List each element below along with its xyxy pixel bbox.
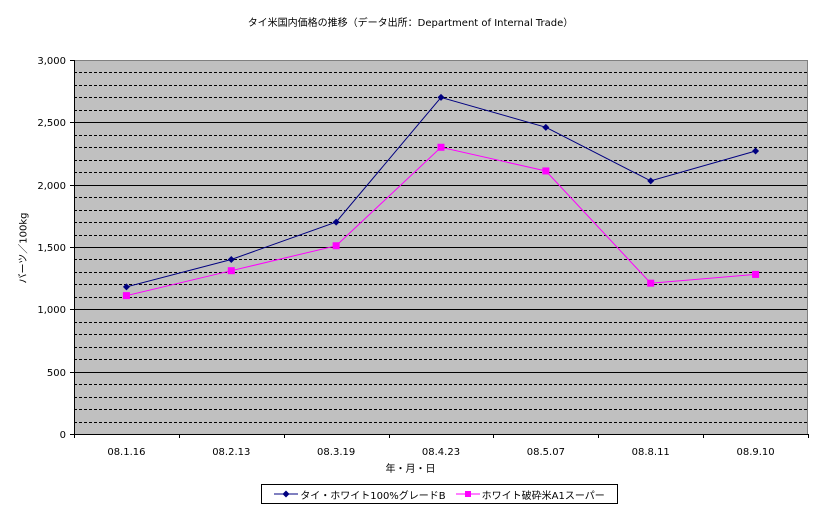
data-point-series-2: [332, 242, 340, 250]
y-tick-label: 1,500: [37, 243, 66, 254]
data-point-series-1: [227, 255, 235, 263]
x-tick-label: 08.1.16: [107, 447, 145, 458]
x-axis-label: 年・月・日: [385, 464, 436, 475]
data-point-series-1: [752, 147, 760, 155]
data-point-series-2: [542, 167, 550, 175]
data-point-series-1: [332, 218, 340, 226]
data-point-series-1: [542, 123, 550, 131]
y-tick-label: 2,500: [37, 118, 66, 129]
legend-item-series-2: ホワイト破砕米A1スーパー: [455, 487, 605, 502]
legend-marker-square-icon: [455, 491, 480, 497]
y-tick-label: 2,000: [37, 181, 66, 192]
y-tick-label: 500: [47, 368, 66, 379]
x-tick-label: 08.4.23: [422, 447, 460, 458]
x-tick-label: 08.9.10: [736, 447, 774, 458]
data-point-series-2: [647, 279, 655, 287]
data-point-series-2: [752, 270, 760, 278]
x-tick-label: 08.3.19: [317, 447, 355, 458]
legend-label-series-1: タイ・ホワイト100%グレードB: [300, 490, 446, 502]
chart-title: タイ米国内価格の推移（データ出所：Department of Internal …: [247, 18, 574, 29]
data-point-series-2: [227, 267, 235, 275]
y-tick-label: 0: [60, 430, 66, 441]
data-point-series-2: [122, 292, 130, 300]
data-point-series-1: [647, 177, 655, 185]
y-tick-label: 1,000: [37, 305, 66, 316]
data-point-series-1: [437, 93, 445, 101]
legend-label-series-2: ホワイト破砕米A1スーパー: [481, 490, 605, 502]
legend-item-series-1: タイ・ホワイト100%グレードB: [274, 487, 446, 502]
x-tick-label: 08.8.11: [632, 447, 670, 458]
data-point-series-1: [122, 283, 130, 291]
x-tick-label: 08.5.07: [527, 447, 565, 458]
y-axis-label: バーツ／100kg: [18, 212, 30, 284]
x-tick-label: 08.2.13: [212, 447, 250, 458]
legend: タイ・ホワイト100%グレードB ホワイト破砕米A1スーパー: [261, 484, 618, 504]
data-point-series-2: [437, 143, 445, 151]
y-tick-label: 3,000: [37, 56, 66, 67]
legend-marker-diamond-icon: [274, 490, 299, 498]
